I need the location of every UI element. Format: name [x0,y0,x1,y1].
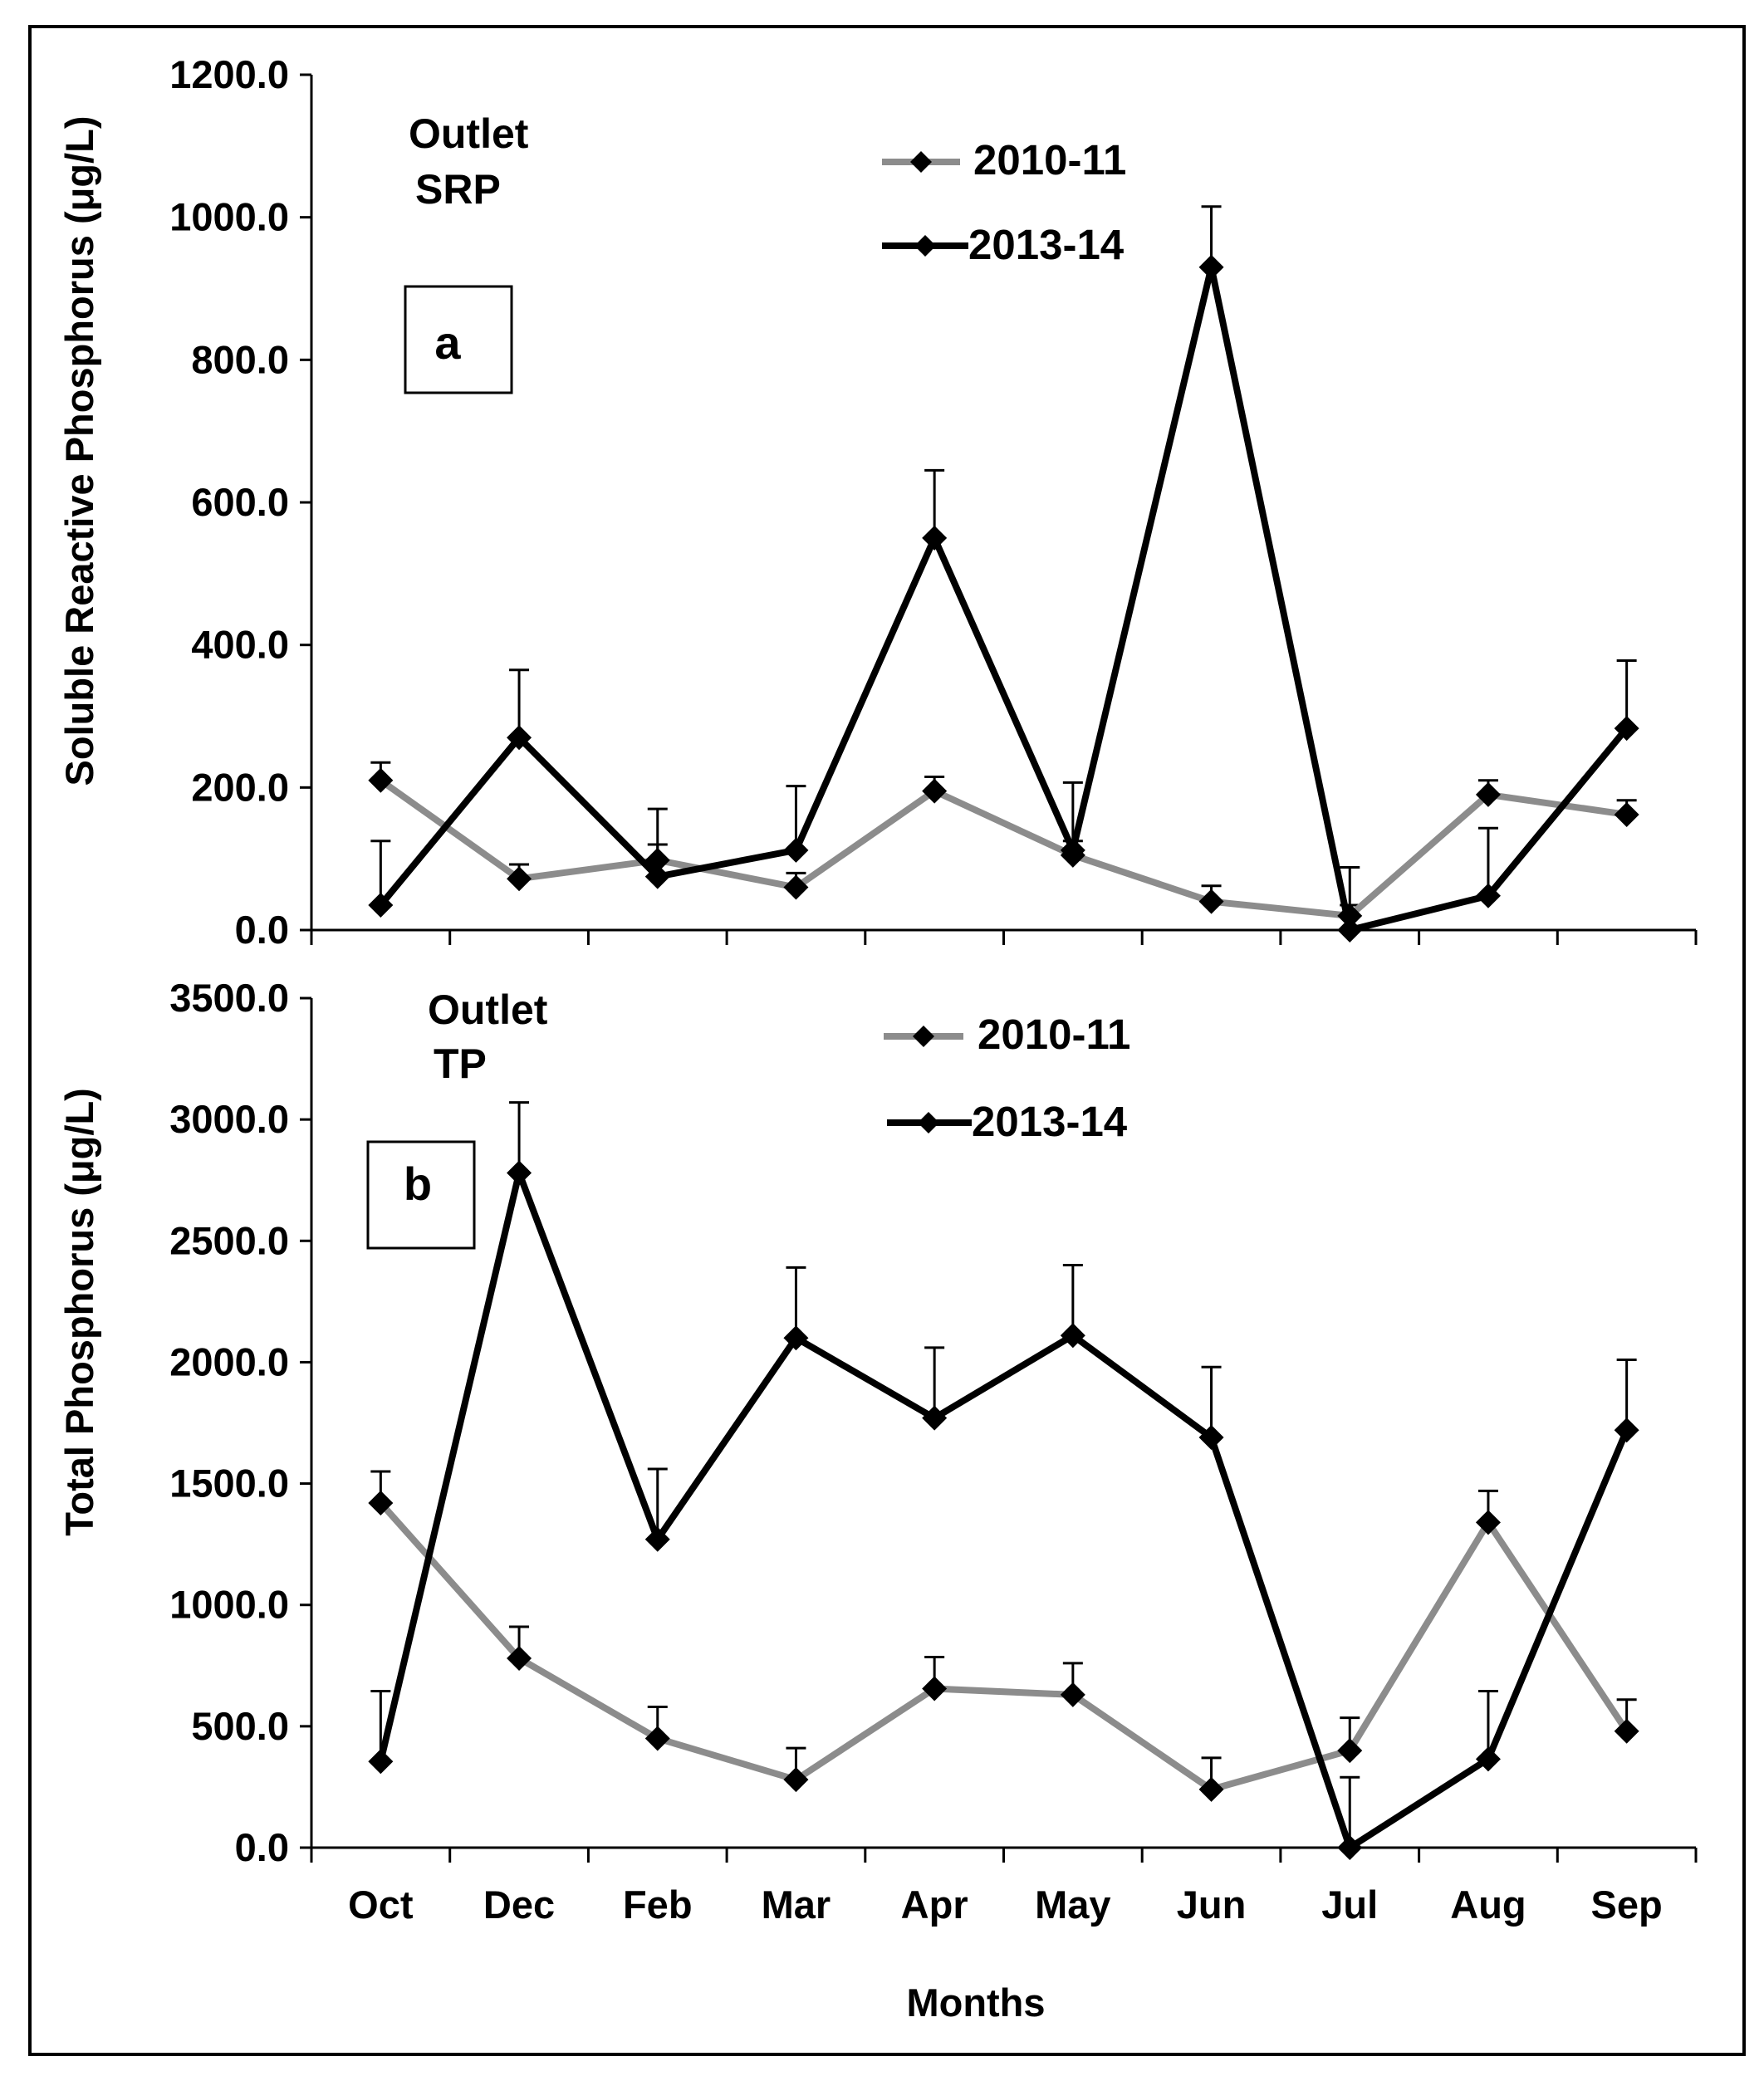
data-point-2010-11-b [1198,1776,1224,1802]
annotation-outlet-b: Outlet [428,987,548,1033]
series-2010-11-a-line [379,777,1628,919]
legend-label-2010-11-a: 2010-11 [973,136,1126,184]
data-point-2010-11-a [1198,889,1224,914]
data-point-2010-11-b [1337,1738,1363,1764]
data-point-2013-14-a [507,725,532,751]
series-2013-14-b-line [377,1161,1630,1853]
data-point-2010-11-b [368,1490,394,1515]
data-point-2013-14-b [1475,1746,1501,1772]
data-point-2013-14-b [368,1749,394,1775]
x-tick-label: Jun [1177,1883,1247,1927]
legend-label-2013-14-b: 2013-14 [972,1098,1128,1145]
data-point-2010-11-a [507,866,532,892]
x-axis-title: Months [906,1981,1045,2025]
panel-label-a: a [434,316,461,369]
data-point-2010-11-a [783,874,809,900]
data-point-2010-11-a [1614,801,1639,827]
x-tick-label: Oct [348,1883,414,1927]
series-b [368,1101,1639,1860]
panel-label-b: b [404,1158,432,1210]
x-tick-label: Apr [901,1883,968,1927]
panel-label-box-b [366,1140,476,1250]
series-a [368,205,1639,943]
y-tick-label-b: 0.0 [235,1825,289,1869]
data-point-2010-11-b [644,1726,670,1751]
y-tick-label-a: 200.0 [191,765,289,809]
x-tick-label: Aug [1450,1883,1526,1927]
y-tick-label-b: 3000.0 [169,1097,289,1141]
data-point-2013-14-a [644,864,670,889]
y-axis-title-srp: Soluble Reactive Phosphorus (μg/L) [57,116,101,786]
x-tick-label: Dec [483,1883,555,1927]
data-point-2013-14-b [1614,1417,1639,1443]
annotation-tp: TP [434,1040,487,1087]
y-tick-label-b: 1000.0 [169,1583,289,1627]
x-tick-label: Jul [1321,1883,1378,1927]
data-point-2010-11-b [1614,1718,1639,1744]
data-point-2010-11-b [1060,1682,1085,1707]
data-point-2010-11-b [783,1767,809,1793]
x-tick-label: Sep [1591,1883,1663,1927]
y-tick-label-a: 400.0 [191,623,289,667]
data-point-2013-14-a [1198,254,1224,280]
series-2010-11-b-line [378,1501,1629,1794]
data-point-2013-14-b [1198,1425,1224,1451]
annotation-srp: SRP [415,166,501,213]
y-tick-labels-a: 0.0 200.0 400.0 600.0 800.0 1000.0 1200.0 [169,52,289,952]
y-tick-label-b: 3500.0 [169,976,289,1020]
data-point-2013-14-a [1337,918,1363,943]
y-tick-label-b: 2500.0 [169,1218,289,1262]
data-point-2013-14-a [368,892,394,918]
y-tick-label-b: 500.0 [191,1704,289,1748]
legend-label-2010-11-b: 2010-11 [978,1011,1130,1058]
data-point-2013-14-a [1060,837,1085,863]
x-tick-label: Feb [623,1883,693,1927]
data-point-2013-14-b [1060,1323,1085,1349]
series-2013-14-a-line [378,266,1629,934]
panel-a-srp-chart: Soluble Reactive Phosphorus (μg/L) Outle… [57,52,1698,952]
legend-marker-2010-11-b [913,1026,934,1047]
y-tick-label-b: 2000.0 [169,1339,289,1383]
legend-marker-2013-14-a [914,235,936,257]
x-tick-label: May [1035,1883,1110,1927]
axes-a [300,73,1698,945]
y-tick-labels-b: 0.0 500.0 1000.0 1500.0 2000.0 2500.0 3000.0 35… [169,976,289,1869]
data-point-2013-14-b [922,1405,948,1431]
data-point-2013-14-b [507,1160,532,1186]
y-tick-label-a: 800.0 [191,337,289,381]
y-tick-label-a: 1200.0 [169,52,289,96]
data-point-2010-11-b [507,1646,532,1672]
panel-label-box-a [404,285,513,394]
legend-marker-2010-11-a [910,151,932,173]
data-point-2010-11-b [922,1676,948,1701]
x-tick-labels: Oct Dec Feb Mar Apr May Jun Jul Aug Sep [348,1883,1663,1927]
y-axis-title-tp: Total Phosphorus (μg/L) [57,1088,101,1536]
data-point-2010-11-a [1475,781,1501,807]
data-point-2013-14-a [922,525,948,551]
data-point-2010-11-b [1475,1510,1501,1535]
data-point-2013-14-b [644,1526,670,1552]
annotation-outlet-a: Outlet [409,110,529,157]
data-point-2013-14-a [1614,716,1639,742]
data-point-2013-14-a [783,837,809,863]
panel-b-tp-chart: Total Phosphorus (μg/L) Outlet TP b 2010… [57,976,1698,1869]
data-point-2010-11-a [922,778,948,804]
axes-b [300,996,1698,1863]
y-tick-label-b: 1500.0 [169,1462,289,1506]
data-point-2013-14-b [1337,1835,1363,1860]
x-tick-label: Mar [762,1883,831,1927]
y-tick-label-a: 0.0 [235,908,289,952]
y-tick-label-a: 1000.0 [169,195,289,239]
data-point-2013-14-a [1475,883,1501,908]
legend-marker-2013-14-b [918,1112,939,1133]
data-point-2010-11-a [368,767,394,793]
y-tick-label-a: 600.0 [191,480,289,524]
data-point-2013-14-b [783,1325,809,1351]
legend-label-2013-14-a: 2013-14 [968,221,1125,268]
